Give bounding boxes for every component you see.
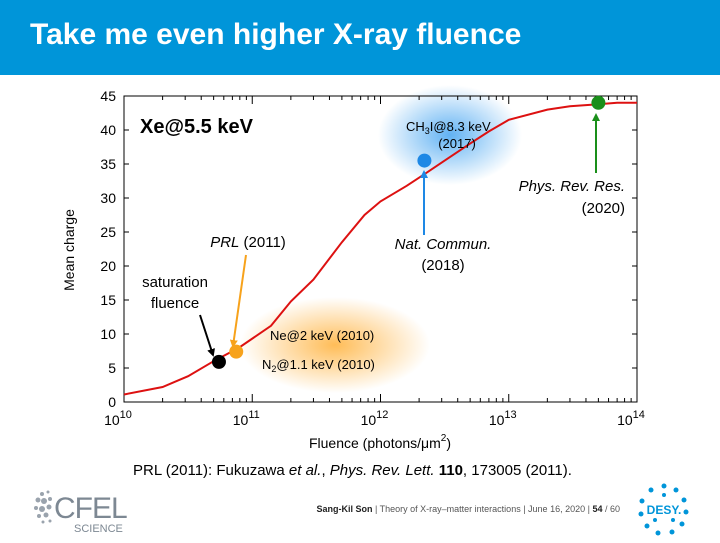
x-axis: 1010 1011 1012 1013 1014: [104, 96, 645, 428]
x-tick-label: 1012: [361, 409, 389, 428]
desy-logo-text: DESY.: [647, 503, 682, 517]
ch3i-glow: [378, 85, 522, 185]
n2-pre: N: [262, 357, 271, 372]
cfel-logo: CFEL SCIENCE: [30, 484, 140, 539]
prr-label-line2: (2020): [582, 200, 625, 217]
ch3i-sub: 3: [425, 126, 430, 136]
y-tick-label: 20: [100, 258, 116, 274]
series-line: [123, 101, 637, 396]
n2-post: @1.1 keV (2010): [276, 357, 374, 372]
data-marker: [229, 344, 244, 359]
saturation-label-line1: saturation: [142, 274, 208, 291]
prl-label-italic: PRL: [210, 234, 239, 251]
ch3i-label-line1: CH3I@8.3 keV: [406, 119, 491, 136]
ref-mid: ,: [321, 462, 330, 479]
prl-label-rest: (2011): [239, 234, 285, 251]
y-axis: 0 5 10 15 20 25 30 35 40 45: [100, 88, 637, 410]
ne-label: Ne@2 keV (2010): [270, 328, 374, 343]
prl-arrow: [229, 254, 247, 348]
markers: [211, 95, 606, 369]
y-tick-label: 5: [108, 360, 116, 376]
footer: Sang-Kil Son | Theory of X-ray–matter in…: [316, 504, 620, 514]
y-tick-label: 40: [100, 122, 116, 138]
footer-author: Sang-Kil Son: [316, 504, 373, 514]
title-bar: Take me even higher X-ray fluence: [0, 0, 720, 75]
y-tick-label: 15: [100, 292, 116, 308]
reference-citation: PRL (2011): Fukuzawa et al., Phys. Rev. …: [133, 462, 572, 479]
nat-label-line2: (2018): [421, 257, 464, 274]
ref-journal: Phys. Rev. Lett.: [329, 462, 435, 479]
saturation-label-line2: fluence: [151, 295, 199, 312]
data-marker: [417, 153, 432, 168]
y-tick-label: 45: [100, 88, 116, 104]
y-axis-label: Mean charge: [61, 209, 77, 291]
x-axis-label: Fluence (photons/μm2): [309, 433, 451, 451]
ref-prefix: PRL (2011): Fukuzawa: [133, 462, 289, 479]
desy-logo: DESY.: [636, 482, 692, 543]
ref-volume: 110: [438, 462, 463, 479]
nat-label-line1: Nat. Commun.: [395, 236, 492, 253]
y-tick-label: 30: [100, 190, 116, 206]
y-tick-label: 10: [100, 326, 116, 342]
x-tick-label: 1011: [233, 409, 260, 428]
footer-total: 60: [609, 504, 620, 514]
ch3i-label-line2: (2017): [438, 136, 476, 151]
data-marker: [591, 95, 606, 110]
y-tick-label: 0: [108, 394, 116, 410]
cfel-logo-text: CFEL: [54, 492, 127, 525]
x-tick-label: 1010: [104, 409, 132, 428]
data-marker: [211, 354, 226, 369]
prr-label-line1: Phys. Rev. Res.: [519, 178, 625, 195]
footer-talk: Theory of X-ray–matter interactions: [379, 504, 521, 514]
n2-label: N2@1.1 keV (2010): [262, 357, 375, 374]
n2-sub: 2: [271, 364, 276, 374]
y-tick-label: 35: [100, 156, 116, 172]
ch3i-pre: CH: [406, 119, 425, 134]
y-tick-label: 25: [100, 224, 116, 240]
chart-title: Xe@5.5 keV: [140, 116, 254, 138]
ch3i-post: I@8.3 keV: [430, 119, 491, 134]
x-tick-label: 1013: [489, 409, 517, 428]
prl-label: PRL (2011): [210, 234, 286, 251]
x-tick-label: 1014: [617, 409, 645, 428]
slide-title: Take me even higher X-ray fluence: [30, 18, 522, 51]
ref-suffix: , 173005 (2011).: [462, 462, 572, 479]
saturation-arrow: [199, 314, 215, 357]
ne-glow: [240, 297, 430, 393]
footer-page: 54: [592, 504, 603, 514]
footer-date: June 16, 2020: [528, 504, 586, 514]
ref-et-al: et al.: [288, 462, 322, 479]
cfel-logo-sub: SCIENCE: [74, 523, 123, 534]
